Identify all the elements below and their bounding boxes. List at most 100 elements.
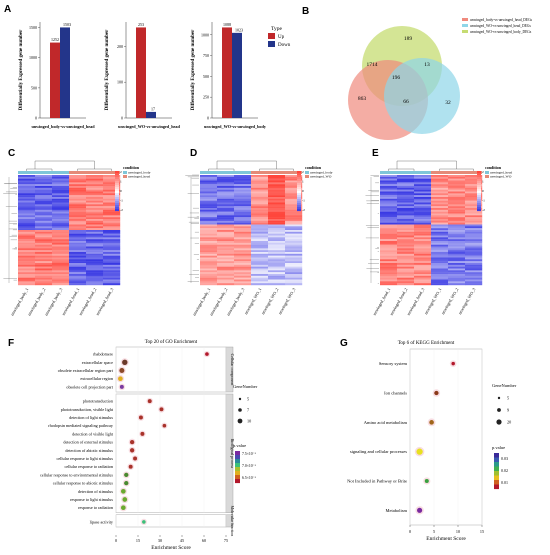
go-color-legend-segment bbox=[235, 455, 240, 460]
heatmap-c: unwinged_body_1unwinged_body_2unwinged_b… bbox=[3, 160, 151, 316]
heatmap-cell bbox=[86, 252, 104, 255]
color-scale-segment bbox=[477, 181, 481, 184]
heatmap-cell bbox=[69, 186, 87, 189]
heatmap-cell bbox=[18, 268, 36, 271]
heatmap-cell bbox=[217, 224, 235, 227]
heatmap-cell bbox=[217, 231, 235, 234]
heatmap-cell bbox=[285, 252, 303, 255]
heatmap-cell bbox=[69, 242, 87, 245]
heatmap-cell bbox=[52, 202, 70, 205]
heatmap-cell bbox=[69, 204, 87, 207]
heatmap-cell bbox=[35, 272, 53, 275]
heatmap-cell bbox=[35, 204, 53, 207]
heatmap-cell bbox=[18, 237, 36, 240]
heatmap-cell bbox=[448, 186, 466, 189]
heatmap-cell bbox=[414, 274, 432, 277]
heatmap-cell bbox=[285, 208, 303, 211]
heatmap-cell bbox=[465, 213, 483, 216]
color-scale-segment bbox=[477, 197, 481, 200]
heatmap-cell bbox=[285, 206, 303, 209]
heatmap-cell bbox=[52, 253, 70, 256]
heatmap-cell bbox=[103, 219, 121, 222]
heatmap-cell bbox=[268, 263, 286, 266]
heatmap-cell bbox=[431, 264, 449, 267]
heatmap-cell bbox=[268, 202, 286, 205]
heatmap-cell bbox=[285, 193, 303, 196]
heatmap-cell bbox=[465, 268, 483, 271]
heatmap-cell bbox=[285, 263, 303, 266]
heatmap-cell bbox=[86, 263, 104, 266]
heatmap-cell bbox=[268, 259, 286, 262]
heatmap-cell bbox=[18, 272, 36, 275]
heatmap-cell bbox=[448, 176, 466, 179]
heatmap-cell bbox=[69, 237, 87, 240]
heatmap-cell bbox=[52, 246, 70, 249]
y-tick-label: 1500 bbox=[29, 25, 37, 30]
heatmap-cell bbox=[268, 215, 286, 218]
heatmap-cell bbox=[465, 261, 483, 264]
heatmap-cell bbox=[234, 257, 252, 260]
go-point bbox=[120, 488, 126, 494]
heatmap-cell bbox=[465, 259, 483, 262]
heatmap-cell bbox=[414, 213, 432, 216]
heatmap-cell bbox=[35, 197, 53, 200]
heatmap-cell bbox=[414, 222, 432, 225]
heatmap-cell bbox=[380, 208, 398, 211]
heatmap-cell bbox=[200, 263, 218, 266]
venn-legend-swatch-1 bbox=[462, 18, 468, 21]
kegg-color-legend-segment bbox=[494, 480, 499, 485]
heatmap-cell bbox=[397, 178, 415, 181]
heatmap-cell bbox=[251, 246, 269, 249]
kegg-x-tick-label: 0 bbox=[409, 529, 411, 534]
heatmap-cell bbox=[52, 180, 70, 183]
deg-bar-chart-wo-vs-head: 0 100 200 Differentially Expressed gene num… bbox=[105, 22, 181, 129]
heatmap-cell bbox=[431, 279, 449, 282]
sample-label: unwinged_head_3 bbox=[406, 287, 426, 316]
kegg-color-legend-segment bbox=[494, 457, 499, 463]
heatmap-cell bbox=[285, 197, 303, 200]
heatmap-cell bbox=[35, 206, 53, 209]
heatmap-cell bbox=[234, 197, 252, 200]
heatmap-cell bbox=[103, 184, 121, 187]
heatmap-cell bbox=[251, 231, 269, 234]
heatmap-cell bbox=[52, 191, 70, 194]
heatmap-cell bbox=[69, 263, 87, 266]
heatmap-cell bbox=[52, 248, 70, 251]
heatmap-cell bbox=[285, 222, 303, 225]
heatmap-cell bbox=[86, 242, 104, 245]
heatmap-cell bbox=[217, 264, 235, 267]
heatmap-cell bbox=[103, 226, 121, 229]
heatmap-cell bbox=[251, 200, 269, 203]
condition-legend-swatch-1 bbox=[123, 171, 127, 174]
go-term-label: rhabdomere bbox=[93, 352, 113, 357]
heatmap-cell bbox=[465, 204, 483, 207]
heatmap-cell bbox=[414, 250, 432, 253]
heatmap-cell bbox=[414, 253, 432, 256]
heatmap-cell bbox=[35, 257, 53, 260]
heatmap-cell bbox=[69, 275, 87, 278]
heatmap-cell bbox=[251, 241, 269, 244]
y-tick-label: 1000 bbox=[201, 32, 209, 37]
heatmap-cell bbox=[35, 180, 53, 183]
heatmap-cell bbox=[414, 209, 432, 212]
color-scale-label: 1 bbox=[120, 180, 122, 184]
heatmap-cell bbox=[414, 180, 432, 183]
heatmap-cell bbox=[217, 209, 235, 212]
heatmap-cell bbox=[18, 189, 36, 192]
heatmap-cell bbox=[103, 248, 121, 251]
color-scale-label: 1 bbox=[302, 180, 304, 184]
heatmap-cell bbox=[69, 235, 87, 238]
heatmap-cell bbox=[18, 184, 36, 187]
heatmap-cell bbox=[200, 193, 218, 196]
heatmap-cell bbox=[285, 281, 303, 284]
heatmap-cell bbox=[234, 263, 252, 266]
heatmap-cell bbox=[86, 228, 104, 231]
heatmap-cell bbox=[465, 208, 483, 211]
heatmap-cell bbox=[268, 233, 286, 236]
heatmap-cell bbox=[18, 217, 36, 220]
kegg-chart-title: Top 6 of KEGG Enrichment bbox=[398, 341, 455, 346]
heatmap-cell bbox=[268, 257, 286, 260]
heatmap-cell bbox=[35, 235, 53, 238]
go-term-label: rhodopsin mediated signaling pathway bbox=[48, 423, 114, 428]
heatmap-cell bbox=[217, 241, 235, 244]
